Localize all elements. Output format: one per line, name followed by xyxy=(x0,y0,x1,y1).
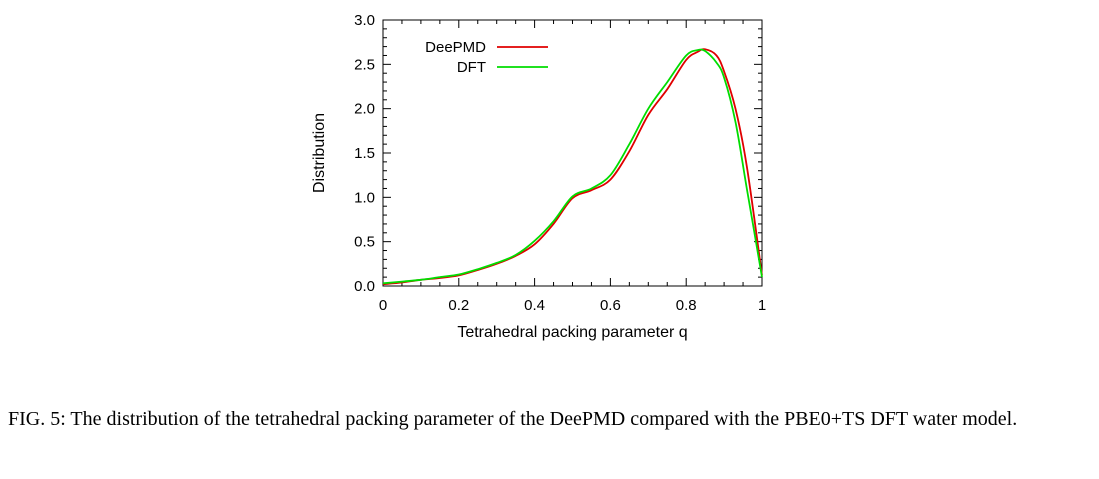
y-tick-label: 2.5 xyxy=(354,56,375,73)
y-tick-label: 0.0 xyxy=(354,278,375,295)
y-tick-label: 3.0 xyxy=(354,12,375,29)
y-tick-label: 1.0 xyxy=(354,189,375,206)
chart: 0 0.2 0.4 0.6 0.8 1 0.0 0.5 1.0 1.5 2.0 2.5 3.0 DeeP… xyxy=(311,12,766,341)
x-tick-label: 1 xyxy=(758,297,766,314)
legend: DeePMD DFT xyxy=(425,39,548,76)
x-tick-label: 0.8 xyxy=(676,297,697,314)
series-line-deepmd xyxy=(382,48,763,286)
plot-frame xyxy=(382,19,763,287)
x-tick-label: 0.2 xyxy=(448,297,469,314)
x-tick-label: 0.6 xyxy=(600,297,621,314)
legend-label-deepmd: DeePMD xyxy=(425,39,486,56)
tick-labels: 0 0.2 0.4 0.6 0.8 1 0.0 0.5 1.0 1.5 2.0 2.5 3.0 xyxy=(354,12,766,314)
x-tick-label: 0.4 xyxy=(524,297,545,314)
axis-ticks xyxy=(382,19,763,287)
figure-caption: FIG. 5: The distribution of the tetrahed… xyxy=(8,408,1018,430)
series-line-dft xyxy=(382,48,763,285)
series-lines xyxy=(382,48,763,286)
y-tick-label: 1.5 xyxy=(354,145,375,162)
y-tick-label: 0.5 xyxy=(354,234,375,251)
x-axis-label: Tetrahedral packing parameter q xyxy=(457,324,687,341)
x-tick-label: 0 xyxy=(379,297,387,314)
legend-label-dft: DFT xyxy=(457,59,486,76)
y-tick-label: 2.0 xyxy=(354,101,375,118)
y-axis-label: Distribution xyxy=(311,113,328,193)
plot-axes xyxy=(382,19,763,287)
